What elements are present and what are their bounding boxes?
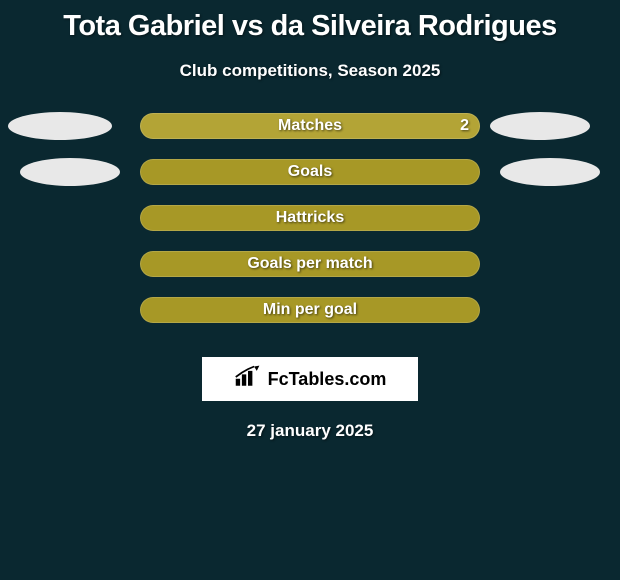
stat-row: Min per goal xyxy=(0,297,620,343)
page-title: Tota Gabriel vs da Silveira Rodrigues xyxy=(0,0,620,43)
stat-value-right: 2 xyxy=(460,117,469,135)
chart-icon xyxy=(234,365,262,394)
stat-label: Min per goal xyxy=(263,301,357,319)
stat-label: Goals per match xyxy=(247,255,372,273)
stat-bar: Hattricks xyxy=(140,205,480,231)
stat-row: Hattricks xyxy=(0,205,620,251)
stat-bar: Min per goal xyxy=(140,297,480,323)
stat-label: Goals xyxy=(288,163,332,181)
date-text: 27 january 2025 xyxy=(0,421,620,441)
player-left-ellipse xyxy=(20,158,120,186)
stat-row: Goals per match xyxy=(0,251,620,297)
comparison-chart: Matches 2 Goals Hattricks Goals per match Min… xyxy=(0,113,620,343)
player-right-ellipse xyxy=(500,158,600,186)
subtitle: Club competitions, Season 2025 xyxy=(0,61,620,81)
stat-label: Matches xyxy=(278,117,342,135)
player-left-ellipse xyxy=(8,112,112,140)
stat-label: Hattricks xyxy=(276,209,344,227)
brand-text: FcTables.com xyxy=(268,369,387,390)
stat-row: Matches 2 xyxy=(0,113,620,159)
stat-bar: Goals per match xyxy=(140,251,480,277)
brand-logo: FcTables.com xyxy=(202,357,418,401)
stat-row: Goals xyxy=(0,159,620,205)
player-right-ellipse xyxy=(490,112,590,140)
stat-bar: Goals xyxy=(140,159,480,185)
stat-bar: Matches 2 xyxy=(140,113,480,139)
